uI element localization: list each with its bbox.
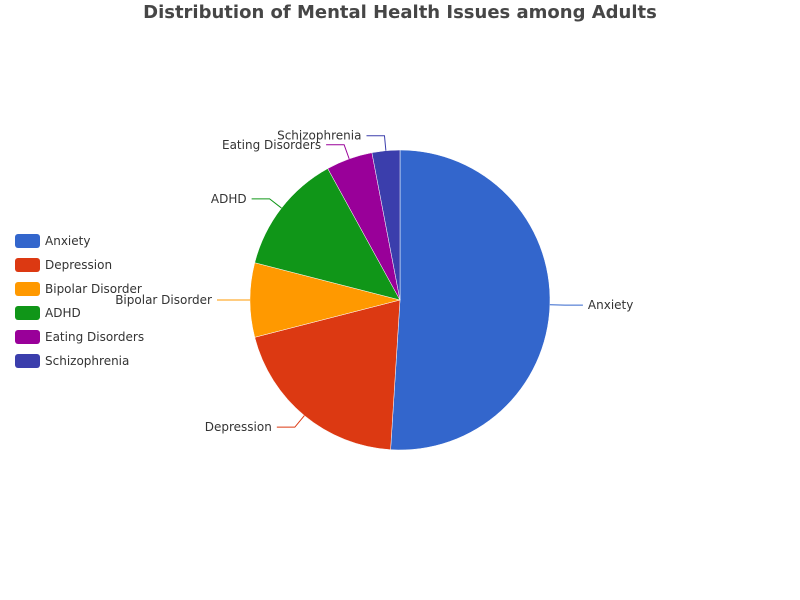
legend-item[interactable]: Eating Disorders (15, 325, 144, 349)
legend-item[interactable]: ADHD (15, 301, 144, 325)
slice-label: Anxiety (588, 298, 633, 312)
legend-swatch (15, 330, 40, 344)
pie-slice-anxiety[interactable] (390, 149, 551, 451)
slice-label: Depression (205, 420, 272, 434)
legend-label: Depression (45, 258, 113, 272)
slice-label: ADHD (211, 192, 247, 206)
label-line (276, 415, 305, 428)
legend-item[interactable]: Anxiety (15, 229, 144, 253)
legend-label: Bipolar Disorder (45, 282, 142, 296)
pie-slice-depression[interactable] (254, 299, 401, 450)
legend-swatch (15, 306, 40, 320)
chart-title: Distribution of Mental Health Issues amo… (143, 2, 657, 23)
legend-item[interactable]: Bipolar Disorder (15, 277, 144, 301)
slice-label: Eating Disorders (222, 138, 321, 152)
legend: Anxiety Depression Bipolar Disorder ADHD… (15, 229, 144, 373)
legend-label: Schizophrenia (45, 354, 130, 368)
slice-label: Schizophrenia (277, 129, 361, 143)
legend-label: Anxiety (45, 234, 91, 248)
legend-item[interactable]: Depression (15, 253, 144, 277)
legend-swatch (15, 258, 40, 272)
legend-swatch (15, 354, 40, 368)
label-line (366, 135, 387, 151)
slice-label: Bipolar Disorder (115, 293, 212, 307)
pie-slice-schizophrenia[interactable] (371, 149, 401, 301)
legend-swatch (15, 282, 40, 296)
legend-label: ADHD (45, 306, 81, 320)
label-line (326, 144, 350, 160)
legend-swatch (15, 234, 40, 248)
pie-slice-adhd[interactable] (254, 168, 401, 301)
legend-item[interactable]: Schizophrenia (15, 349, 144, 373)
legend-label: Eating Disorders (45, 330, 145, 344)
label-line (251, 198, 282, 209)
